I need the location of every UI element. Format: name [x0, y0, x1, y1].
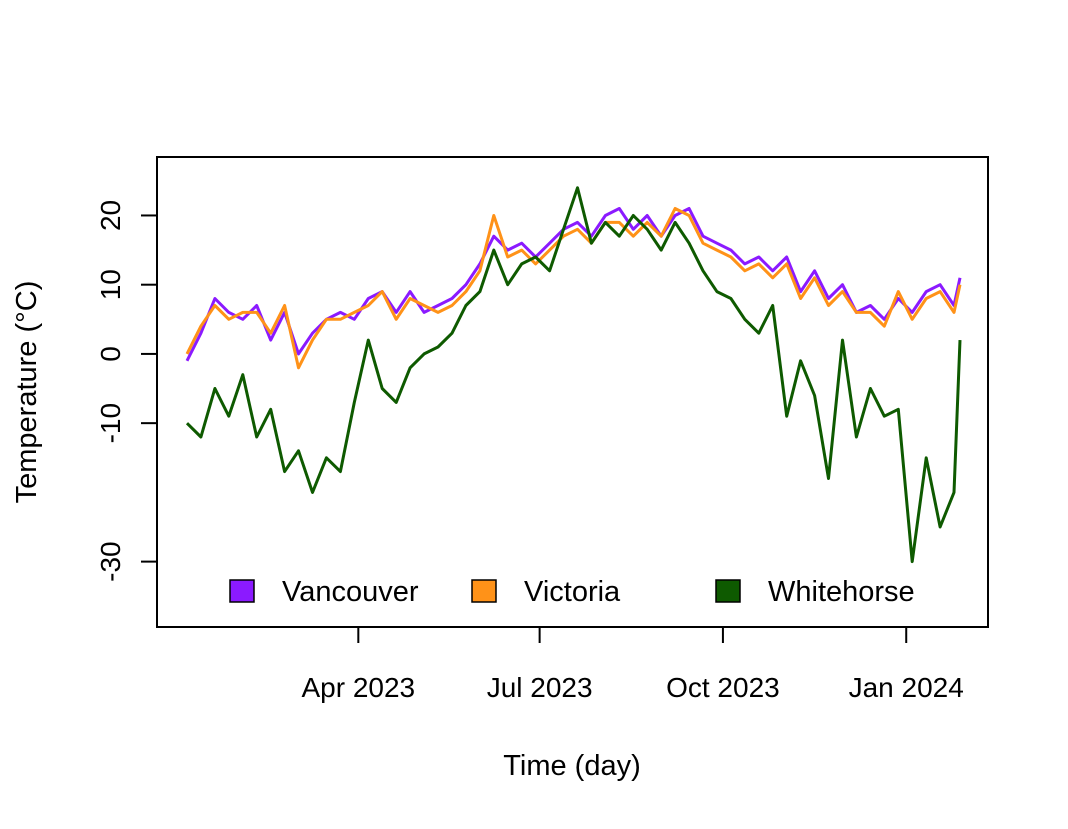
legend-swatch-victoria [471, 579, 497, 603]
legend: Vancouver Victoria Whitehorse [229, 576, 915, 608]
y-tick-label: 10 [95, 269, 126, 300]
legend-label-vancouver: Vancouver [282, 576, 419, 608]
legend-swatch-vancouver [229, 579, 255, 603]
y-tick-label: -10 [95, 403, 126, 443]
x-tick-label: Oct 2023 [666, 672, 780, 703]
x-axis-title: Time (day) [503, 750, 641, 782]
series-line-vancouver [185, 207, 962, 362]
x-tick-label: Jul 2023 [487, 672, 593, 703]
legend-label-victoria: Victoria [524, 576, 621, 608]
series-line-whitehorse [185, 186, 962, 564]
series-line-victoria [185, 207, 962, 370]
y-axis: 20 10 0 -10 -30 [95, 200, 157, 582]
series-layer [185, 186, 962, 564]
legend-label-whitehorse: Whitehorse [768, 576, 915, 608]
x-tick-label: Apr 2023 [301, 672, 415, 703]
x-axis: Apr 2023 Jul 2023 Oct 2023 Jan 2024 [301, 627, 964, 703]
legend-swatch-whitehorse [715, 579, 741, 603]
y-axis-title: Temperature (°C) [11, 281, 43, 504]
plot-border [156, 156, 989, 628]
x-tick-label: Jan 2024 [849, 672, 964, 703]
y-tick-label: -30 [95, 541, 126, 581]
y-tick-label: 0 [95, 346, 126, 362]
y-tick-label: 20 [95, 200, 126, 231]
